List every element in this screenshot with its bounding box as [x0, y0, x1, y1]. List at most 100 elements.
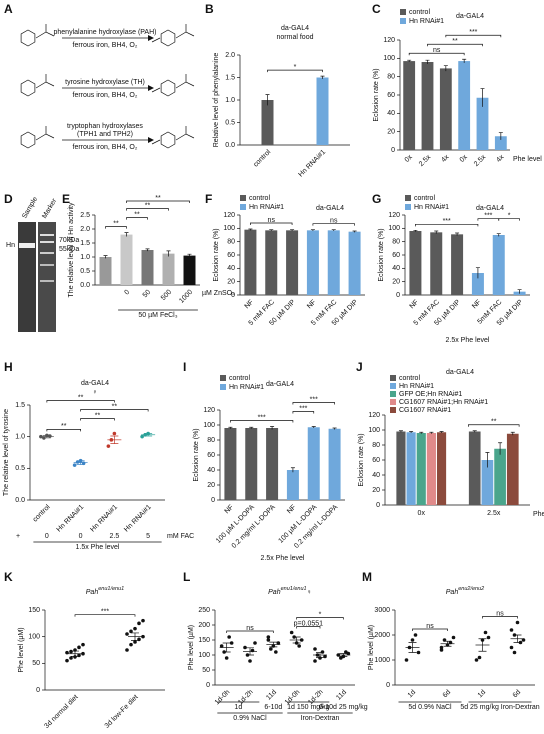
- y-axis-label: Phe level (µM): [188, 625, 195, 670]
- data-point: [129, 629, 133, 634]
- gel-band-label: Hn: [6, 242, 15, 249]
- group-label: 1d 150 mg/kg: [287, 704, 330, 711]
- axis: [219, 410, 345, 501]
- panel-letter: M: [362, 570, 372, 584]
- y-tick-label: 1000: [374, 657, 390, 664]
- significance-bracket: [292, 411, 315, 414]
- significance-bracket: [250, 222, 293, 225]
- legend-label: Hn RNAi#1: [409, 18, 444, 25]
- error-bar: [265, 94, 270, 106]
- gel-lane: [18, 222, 36, 332]
- gel-lane-label: Marker: [41, 197, 58, 220]
- data-point: [512, 650, 517, 655]
- bar: [436, 432, 447, 505]
- bar: [451, 234, 464, 295]
- x-tick-label: 1d: [477, 689, 488, 700]
- title-text: da-GAL4: [81, 380, 109, 387]
- y-tick-label: 0.0: [80, 282, 90, 289]
- y-tick-label: 40: [227, 265, 235, 272]
- y-tick-label: 1.0: [15, 434, 25, 441]
- bar: [403, 61, 416, 151]
- error-bar: [320, 75, 325, 79]
- gel-marker-label: 70kDa: [59, 237, 79, 244]
- significance-bracket: [408, 52, 465, 56]
- group-label: 1d: [234, 704, 242, 711]
- y-tick-label: 1.5: [15, 402, 25, 409]
- panel-letter: B: [205, 2, 214, 16]
- y-tick-label: 0: [376, 502, 380, 509]
- error-bar: [292, 636, 301, 644]
- x-tick-label: Hn RNAi#1: [89, 504, 119, 534]
- error-bar: [290, 229, 295, 231]
- error-bar: [42, 435, 51, 439]
- y-tick-label: 100: [198, 652, 210, 659]
- legend-label: GFP OE;Hn RNAi#1: [399, 391, 462, 398]
- enzyme-note: (TPH1 and TPH2): [77, 131, 133, 138]
- x-tick-label: NF: [471, 299, 483, 311]
- chart-title: da-GAL4: [281, 25, 309, 32]
- y-tick-label: 40: [372, 472, 380, 479]
- x-axis-label: 2.5x Phe level: [446, 337, 490, 344]
- data-point: [509, 628, 514, 632]
- data-point: [250, 648, 255, 653]
- y-tick-label: 0: [206, 682, 210, 689]
- y-tick-label: 80: [207, 437, 215, 444]
- bar: [426, 433, 436, 505]
- panel-letter: F: [205, 192, 212, 206]
- data-point: [248, 659, 252, 663]
- title-text: da-GAL4: [476, 205, 504, 212]
- x-tick-label: 1d-0h: [214, 689, 232, 707]
- gel-marker-label: 55kDa: [59, 246, 79, 253]
- chart-title: da-GAL4: [316, 205, 344, 212]
- legend-swatch: [240, 195, 246, 201]
- title-text: Pah: [268, 589, 281, 596]
- x-tick-label: 500: [160, 289, 173, 302]
- bar: [421, 62, 434, 150]
- cofactor-label: ferrous iron, BH4, O₂: [73, 144, 138, 151]
- data-point: [219, 644, 224, 648]
- y-tick-label: 60: [387, 92, 395, 99]
- data-point: [243, 645, 247, 650]
- data-point: [69, 656, 73, 660]
- y-axis-label: Relative level of phenylalanine: [213, 53, 220, 148]
- bar: [430, 232, 443, 295]
- x-tick-label: Hn RNAi#1: [123, 504, 153, 534]
- error-bar: [498, 442, 503, 455]
- data-point: [65, 650, 69, 655]
- error-bar: [409, 431, 414, 433]
- molecule: [35, 126, 55, 141]
- significance-label: **: [145, 202, 151, 209]
- row-prefix: +: [16, 533, 20, 540]
- gel-band: [40, 241, 54, 243]
- bar: [494, 136, 507, 150]
- x-tick-label: 100 µM L-DOPA: [277, 504, 318, 545]
- significance-bracket: [46, 400, 115, 403]
- bar: [396, 431, 406, 505]
- title-text: Pah: [446, 589, 459, 596]
- title-text: da-GAL4: [456, 13, 484, 20]
- panel-letter: L: [183, 570, 190, 584]
- y-tick-label: 0: [396, 292, 400, 299]
- axis: [214, 610, 355, 686]
- significance-label: p=0.0551: [294, 620, 323, 627]
- bar: [99, 257, 112, 285]
- legend-label: control: [409, 9, 430, 16]
- y-tick-label: 40: [392, 265, 400, 272]
- y-axis-label: Eclosion rate (%): [358, 433, 365, 486]
- x-axis-label: Phe level: [513, 156, 542, 163]
- y-tick-label: 2000: [374, 632, 390, 639]
- arrow-head: [148, 85, 154, 91]
- significance-bracket: [226, 630, 274, 633]
- y-tick-label: 150: [28, 607, 40, 614]
- legend-swatch: [220, 384, 226, 390]
- legend-label: Hn RNAi#1: [229, 384, 264, 391]
- significance-bracket: [292, 402, 335, 405]
- bar: [506, 433, 519, 505]
- chart-subtitle: normal food: [277, 34, 314, 41]
- row-suffix: mM FAC: [167, 533, 194, 540]
- data-point: [313, 647, 317, 651]
- data-point: [253, 641, 257, 645]
- x-tick-label: Hn RNAi#1: [56, 504, 86, 534]
- group-label: 5: [146, 533, 150, 540]
- y-tick-label: 60: [207, 452, 215, 459]
